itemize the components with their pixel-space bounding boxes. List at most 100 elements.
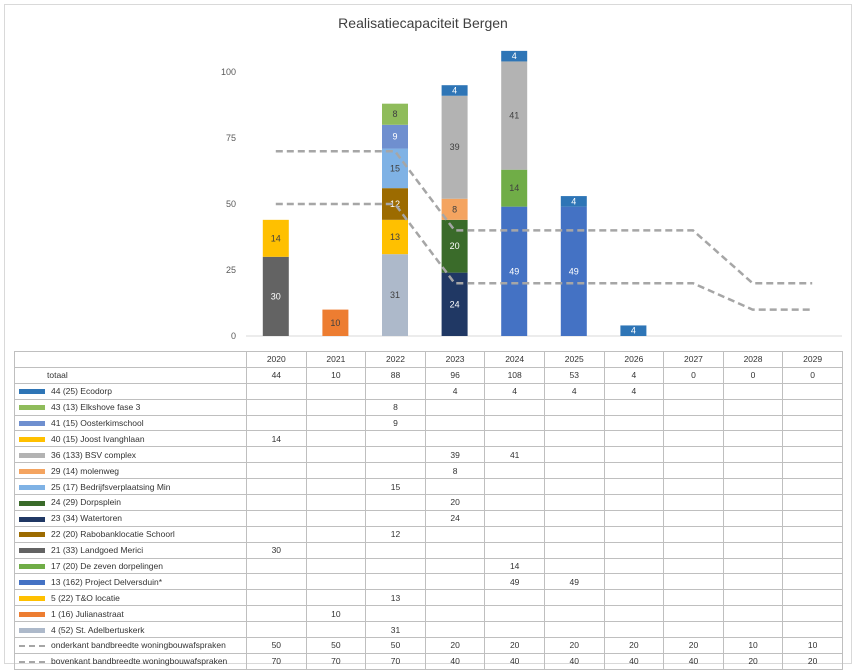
legend-entry: onderkant bandbreedte woningbouwafsprake…	[14, 637, 247, 654]
table-cell	[722, 398, 784, 416]
table-cell	[543, 446, 605, 464]
table-cell	[543, 589, 605, 607]
table-cell	[305, 525, 367, 543]
table-cell: 40	[603, 652, 665, 670]
bar-data-label: 4	[452, 85, 457, 95]
table-cell	[305, 446, 367, 464]
legend-entry: 25 (17) Bedrijfsverplaatsing Min	[14, 478, 247, 496]
table-cell	[424, 605, 486, 623]
table-row: 44 (25) Ecodorp 4 4 4 4	[14, 382, 843, 400]
table-cell	[365, 382, 426, 400]
y-tick-label: 75	[226, 133, 236, 143]
table-cell	[603, 557, 665, 575]
table-cell: 50	[305, 637, 367, 654]
table-cell	[305, 494, 367, 511]
table-cell	[663, 509, 724, 527]
table-cell	[603, 621, 665, 639]
bar-data-label: 14	[509, 183, 519, 193]
table-cell	[365, 557, 426, 575]
bar-36-133-bsv-complex-2024	[501, 61, 528, 170]
table-cell	[782, 462, 843, 480]
table-cell: 70	[305, 652, 367, 670]
legend-entry: 36 (133) BSV complex	[14, 446, 247, 464]
table-row: 25 (17) Bedrijfsverplaatsing Min 15	[14, 478, 843, 496]
table-cell: 8	[365, 398, 426, 416]
table-cell	[484, 478, 545, 496]
table-cell	[246, 589, 307, 607]
legend-swatch	[19, 500, 45, 506]
table-cell	[782, 398, 843, 416]
total-value: 0	[722, 366, 784, 384]
table-cell: 20	[603, 637, 665, 654]
table-cell: 50	[365, 637, 426, 654]
table-cell	[603, 494, 665, 511]
bar-data-label: 49	[569, 266, 579, 276]
bar-43-13-elkshove-fase-3-2022	[382, 103, 408, 125]
table-cell	[484, 430, 545, 448]
table-cell	[722, 605, 784, 623]
table-cell	[722, 478, 784, 496]
table-cell	[722, 621, 784, 639]
bar-data-label: 4	[512, 51, 517, 61]
bar-data-label: 8	[392, 109, 397, 119]
legend-entry: 17 (20) De zeven dorpelingen	[14, 557, 247, 575]
legend-entry: 24 (29) Dorpsplein	[14, 494, 247, 511]
row-label-totaal: totaal	[14, 366, 247, 384]
bar-44-25-ecodorp-2025	[560, 196, 587, 207]
bar-data-label: 10	[330, 318, 340, 328]
bar-1-16-julianastraat-2021	[322, 309, 349, 336]
bar-4-52-st-adelbertuskerk-2022	[382, 254, 408, 336]
bar-data-label: 8	[452, 204, 457, 214]
bar-44-25-ecodorp-2024	[501, 50, 528, 62]
table-cell	[663, 573, 724, 591]
total-value: 0	[782, 366, 843, 384]
table-row: 22 (20) Rabobanklocatie Schoorl 12	[14, 525, 843, 543]
table-row: 21 (33) Landgoed Merici 30	[14, 541, 843, 559]
table-cell	[246, 462, 307, 480]
bar-21-33-landgoed-merici-2020	[262, 256, 289, 336]
legend-swatch	[19, 484, 45, 490]
table-cell: 10	[305, 605, 367, 623]
table-cell	[603, 541, 665, 559]
y-tick-label: 100	[221, 67, 236, 77]
table-cell	[782, 525, 843, 543]
table-cell	[543, 525, 605, 543]
bar-13-162-project-delversduin-2025	[560, 206, 587, 336]
legend-entry: 44 (25) Ecodorp	[14, 382, 247, 400]
bar-25-17-bedrijfsverplaatsing-min-2022	[382, 148, 408, 189]
table-cell	[722, 573, 784, 591]
table-cell	[424, 573, 486, 591]
table-cell: 24	[424, 509, 486, 527]
legend-label: 4 (52) St. Adelbertuskerk	[51, 624, 145, 635]
table-row: 24 (29) Dorpsplein 20	[14, 494, 843, 511]
table-cell	[782, 605, 843, 623]
table-cell	[663, 557, 724, 575]
table-cell	[484, 462, 545, 480]
bar-24-29-dorpsplein-2023	[441, 219, 468, 273]
table-cell	[484, 414, 545, 432]
table-cell	[246, 509, 307, 527]
legend-label: 1 (16) Julianastraat	[51, 608, 124, 619]
table-cell	[246, 446, 307, 464]
table-cell	[484, 398, 545, 416]
table-cell: 40	[424, 652, 486, 670]
table-cell	[246, 494, 307, 511]
table-row: 1 (16) Julianastraat 10	[14, 605, 843, 623]
table-cell	[424, 398, 486, 416]
table-cell: 20	[543, 637, 605, 654]
table-cell: 40	[663, 652, 724, 670]
bar-data-label: 15	[390, 163, 400, 173]
table-cell	[782, 557, 843, 575]
chart-title: Realisatiecapaciteit Bergen	[338, 15, 508, 31]
table-cell	[603, 478, 665, 496]
table-cell	[543, 414, 605, 432]
table-cell	[424, 414, 486, 432]
table-cell	[305, 462, 367, 480]
table-cell	[305, 589, 367, 607]
legend-swatch	[19, 437, 45, 443]
table-cell	[246, 573, 307, 591]
bar-data-label: 30	[271, 291, 281, 301]
legend-swatch	[19, 421, 45, 427]
table-cell: 9	[365, 414, 426, 432]
legend-label: 36 (133) BSV complex	[51, 449, 137, 460]
